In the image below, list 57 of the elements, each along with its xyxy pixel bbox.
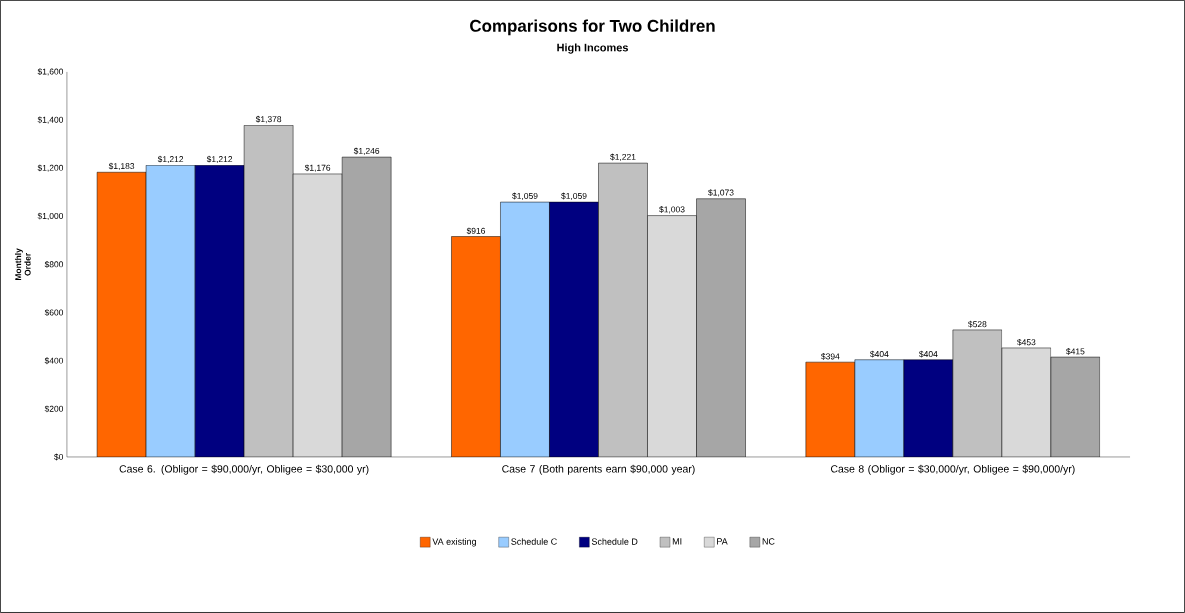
bar: [805, 361, 856, 458]
data-label: $916: [466, 227, 486, 235]
y-tick-label: $0: [54, 453, 64, 461]
bar: [293, 173, 343, 458]
bar: [342, 157, 392, 458]
y-tick-label: $1,600: [37, 68, 64, 76]
data-label: $404: [919, 350, 938, 358]
x-tick-label: Case 8 (Obligor = $30,000/yr, Obligee = $90,000/yr): [830, 464, 1075, 475]
y-tick-label: $200: [44, 405, 64, 413]
data-label: $453: [1017, 338, 1036, 346]
bar: [696, 198, 746, 458]
y-axis-title: Monthly Order: [14, 248, 31, 281]
bar: [146, 165, 196, 458]
bar: [854, 359, 905, 458]
bar: [903, 359, 954, 458]
data-label: $404: [870, 350, 889, 358]
y-tick-label: $800: [44, 261, 64, 268]
chart-title: Comparisons for Two Children: [470, 19, 715, 36]
bar: [647, 215, 697, 458]
x-tick-label: Case 7 (Both parents earn $90,000 year): [502, 464, 695, 475]
bar: [244, 125, 294, 458]
data-label: $394: [821, 353, 840, 360]
data-label: $1,059: [561, 192, 587, 200]
legend-label: PA: [717, 538, 728, 545]
data-label: $1,246: [353, 147, 380, 155]
bar: [549, 202, 599, 458]
data-label: $1,212: [157, 155, 184, 164]
y-tick-label: $1,200: [37, 164, 64, 172]
data-label: $415: [1066, 348, 1085, 355]
y-tick-label: $1,400: [37, 116, 64, 124]
data-label: $1,003: [659, 206, 685, 214]
data-label: $1,212: [206, 155, 233, 164]
bar: [598, 163, 648, 458]
y-tick-label: $400: [44, 357, 64, 365]
data-label: $528: [968, 320, 987, 328]
chart-subtitle: High Incomes: [557, 43, 628, 54]
x-tick-label: Case 6. (Obligor = $90,000/yr, Obligee = $30,000 yr): [119, 464, 369, 475]
bar: [500, 202, 550, 458]
y-tick-label: $1,000: [37, 212, 64, 221]
legend-label: Schedule D: [591, 538, 638, 545]
bar: [451, 236, 501, 458]
bar: [952, 329, 1003, 458]
legend-label: Schedule C: [511, 538, 557, 545]
bar: [1050, 356, 1101, 458]
legend-label: MI: [672, 538, 682, 545]
data-label: $1,176: [304, 164, 331, 172]
bar: [195, 165, 245, 458]
data-label: $1,378: [255, 115, 282, 124]
legend-label: NC: [762, 538, 775, 545]
y-tick-label: $600: [44, 309, 64, 317]
data-label: $1,221: [610, 153, 636, 161]
bar: [97, 172, 147, 458]
data-label: $1,073: [708, 189, 734, 197]
bar: [1001, 347, 1052, 458]
legend-label: VA existing: [432, 538, 476, 547]
data-label: $1,059: [512, 192, 538, 200]
data-label: $1,183: [108, 162, 135, 171]
